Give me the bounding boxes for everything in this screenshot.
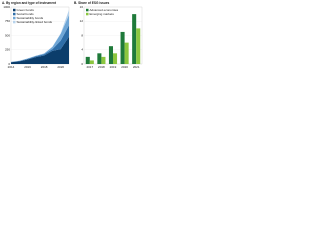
- bar: [97, 53, 102, 64]
- legend-label: Green bonds: [17, 8, 35, 12]
- bar: [113, 53, 118, 64]
- legend-label: Advanced economies: [90, 8, 119, 12]
- legend-label: Emerging markets: [90, 12, 115, 16]
- bar: [108, 46, 113, 64]
- chart-title: B. Share of ESG issues: [74, 1, 109, 5]
- legend-swatch: [13, 8, 16, 12]
- legend-label: Social bonds: [17, 12, 35, 16]
- chart-title: A. By region and type of instrument: [2, 1, 57, 5]
- y-tick-label: 4: [81, 48, 83, 52]
- bar: [85, 56, 90, 64]
- y-tick-label: 12: [80, 19, 84, 23]
- y-tick-label: 8: [81, 33, 83, 37]
- legend-swatch: [86, 12, 89, 16]
- legend-swatch: [13, 12, 16, 16]
- legend-swatch: [86, 8, 89, 12]
- page: {"chart_data": [ {"type": "area", "title…: [0, 0, 145, 80]
- y-tick-label: 500: [5, 33, 10, 37]
- x-tick-label: 2014: [8, 65, 15, 69]
- bar: [132, 14, 137, 64]
- y-tick-label: 1000: [3, 5, 10, 9]
- bar: [101, 56, 106, 64]
- bar: [136, 28, 141, 64]
- x-tick-label: 2019: [110, 65, 117, 69]
- x-tick-label: 2017: [86, 65, 93, 69]
- legend-swatch: [13, 20, 16, 24]
- x-tick-label: 2020: [57, 65, 64, 69]
- y-tick-label: 750: [5, 19, 10, 23]
- y-tick-label: 16: [80, 5, 84, 9]
- x-tick-label: 2018: [98, 65, 105, 69]
- bar: [89, 60, 94, 64]
- x-tick-label: 2018: [41, 65, 48, 69]
- x-tick-label: 2020: [121, 65, 128, 69]
- y-tick-label: 250: [5, 48, 10, 52]
- area: [11, 36, 69, 64]
- legend-label: Sustainability bonds: [17, 16, 44, 20]
- legend-swatch: [13, 16, 16, 20]
- y-tick-label: 0: [81, 62, 83, 66]
- chart: A. By region and type of instrument B. S…: [2, 1, 143, 69]
- bar: [120, 31, 125, 64]
- y-tick-label: 0: [8, 62, 10, 66]
- x-tick-label: 2021: [133, 65, 140, 69]
- bar: [124, 42, 129, 64]
- legend-label: Sustainability-linked bonds: [17, 20, 53, 24]
- x-tick-label: 2016: [24, 65, 31, 69]
